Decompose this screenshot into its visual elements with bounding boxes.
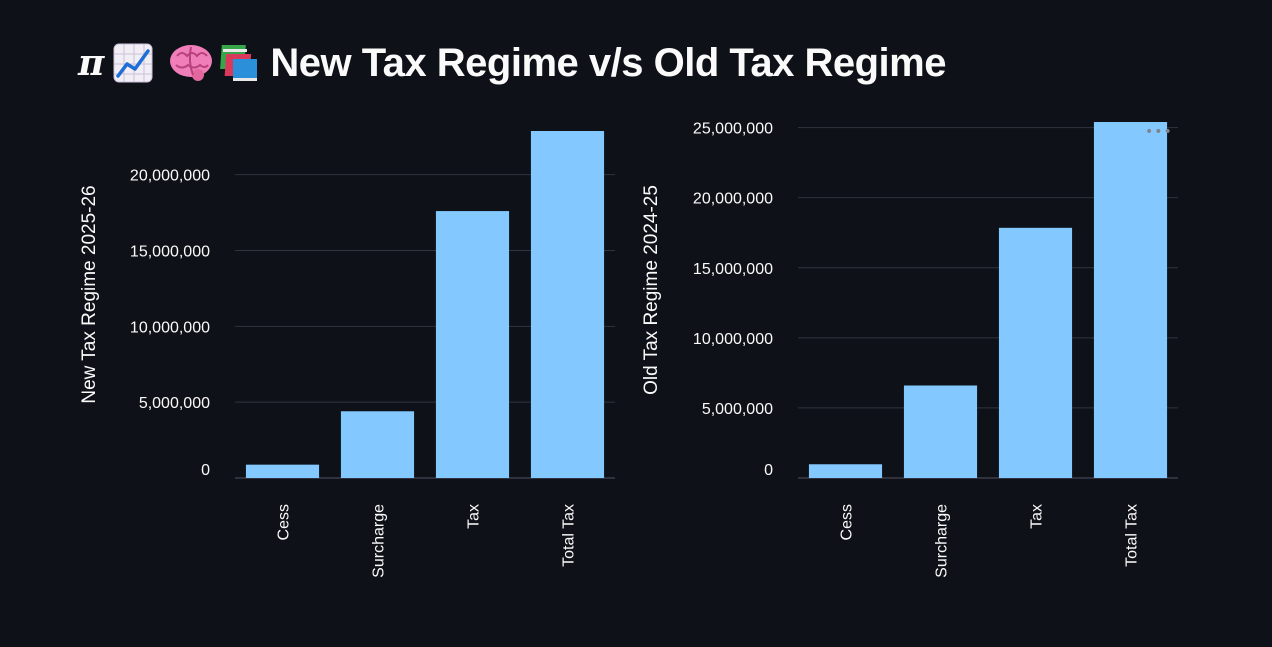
y-tick-label: 0 bbox=[201, 462, 210, 479]
y-tick-label: 20,000,000 bbox=[693, 191, 773, 208]
chart-1: 0 5,000,000 10,000,000 15,000,000 20,000,000… bbox=[79, 131, 615, 578]
bar-total-tax bbox=[1093, 122, 1168, 478]
x-tick-label: Total Tax bbox=[561, 504, 578, 567]
y-tick-label: 10,000,000 bbox=[693, 331, 773, 348]
chart-2: 0 5,000,000 10,000,000 15,000,000 20,000,000… bbox=[641, 121, 1178, 578]
y-tick-label: 10,000,000 bbox=[130, 319, 210, 336]
bar-surcharge bbox=[340, 411, 415, 478]
books-icon bbox=[218, 42, 260, 84]
pi-symbol: π bbox=[78, 42, 105, 84]
y-tick-label: 25,000,000 bbox=[693, 121, 773, 138]
y-tick-label: 15,000,000 bbox=[693, 261, 773, 278]
chart-increasing-icon bbox=[112, 42, 154, 84]
x-tick-label: Cess bbox=[276, 504, 293, 540]
bar-tax bbox=[435, 211, 510, 479]
x-tick-label: Tax bbox=[1029, 504, 1046, 529]
y-tick-label: 15,000,000 bbox=[130, 244, 210, 261]
brain-icon bbox=[168, 42, 213, 84]
bar-cess bbox=[808, 464, 883, 478]
bar-total-tax bbox=[530, 131, 605, 478]
x-tick-label: Surcharge bbox=[934, 504, 951, 578]
bar-tax bbox=[998, 227, 1073, 478]
x-tick-label: Cess bbox=[839, 504, 856, 540]
y-tick-label: 0 bbox=[764, 462, 773, 479]
y-axis-label: New Tax Regime 2025-26 bbox=[79, 185, 100, 403]
bar-cess bbox=[245, 464, 320, 478]
y-tick-label: 5,000,000 bbox=[139, 395, 210, 412]
x-tick-label: Surcharge bbox=[371, 504, 388, 578]
page-title-row: π New Tax Regime v/s Old Tax Regim bbox=[78, 36, 946, 90]
chart-menu-icon[interactable]: ••• bbox=[1145, 124, 1173, 140]
y-tick-label: 5,000,000 bbox=[702, 401, 773, 418]
x-tick-label: Total Tax bbox=[1124, 504, 1141, 567]
x-tick-label: Tax bbox=[466, 504, 483, 529]
page-title: New Tax Regime v/s Old Tax Regime bbox=[270, 40, 946, 85]
bar-surcharge bbox=[903, 385, 978, 478]
y-axis-label: Old Tax Regime 2024-25 bbox=[641, 185, 662, 395]
y-tick-label: 20,000,000 bbox=[130, 168, 210, 185]
